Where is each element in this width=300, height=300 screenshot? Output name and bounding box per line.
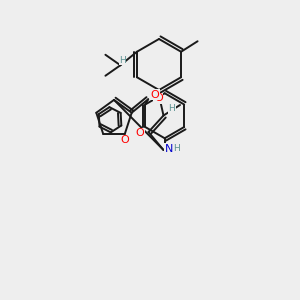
Text: H: H [119,56,126,64]
Text: H: H [169,104,175,113]
Text: O: O [154,93,163,103]
Text: N: N [165,144,173,154]
Text: H: H [174,144,180,153]
Text: O: O [150,90,159,100]
Text: O: O [136,128,145,139]
Text: O: O [121,135,129,145]
